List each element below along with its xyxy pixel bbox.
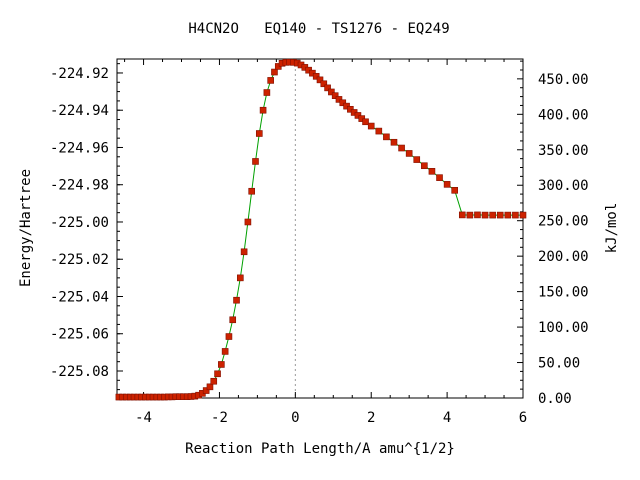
data-point xyxy=(451,187,459,194)
data-point xyxy=(210,377,218,385)
data-point xyxy=(335,96,343,103)
data-point xyxy=(339,99,347,107)
y-axis-right: 0.00 50.00 100.00 150.00 200.00 250.00 300.00 3… xyxy=(517,60,589,407)
y2-tick-label: 100.00 xyxy=(538,320,589,336)
data-point xyxy=(271,68,278,76)
data-point xyxy=(421,162,428,170)
y-tick-label: -225.04 xyxy=(50,289,109,305)
data-point xyxy=(375,127,383,135)
y-tick-label: -225.02 xyxy=(50,252,109,268)
data-point xyxy=(225,333,233,340)
data-point xyxy=(367,122,375,130)
data-point xyxy=(229,316,237,324)
x-tick-label: 2 xyxy=(367,410,375,426)
data-point xyxy=(436,174,443,181)
data-point xyxy=(458,211,466,219)
data-point xyxy=(248,187,256,195)
x-tick-label: 6 xyxy=(519,410,527,426)
data-points xyxy=(115,58,527,401)
y2-tick-label: 250.00 xyxy=(538,214,589,230)
data-point xyxy=(267,77,274,84)
data-point xyxy=(383,133,390,141)
data-point xyxy=(263,89,271,96)
y-axis-label: Energy/Hartree xyxy=(18,169,34,287)
data-point xyxy=(240,248,248,256)
y-tick-label: -224.94 xyxy=(50,103,109,119)
data-point xyxy=(331,92,339,99)
chart-title: H4CN2O EQ140 - TS1276 - EQ249 xyxy=(188,21,449,37)
y-tick-label: -224.96 xyxy=(50,140,109,156)
data-point xyxy=(324,84,331,92)
x-tick-label: 4 xyxy=(443,410,451,426)
y-axis-left: -224.92 -224.94 -224.96 -224.98 -225.00 -225.… xyxy=(50,63,123,391)
data-point xyxy=(489,211,496,219)
data-point xyxy=(443,181,451,188)
data-point xyxy=(221,348,229,355)
data-point xyxy=(398,144,405,152)
data-point xyxy=(255,130,263,137)
data-point xyxy=(496,211,504,219)
y2-tick-label: 0.00 xyxy=(538,391,572,407)
x-axis-label: Reaction Path Length/A amu^{1/2} xyxy=(185,441,455,457)
data-point xyxy=(214,370,221,378)
data-point xyxy=(362,118,369,126)
x-axis: -4 -2 0 2 4 6 xyxy=(124,59,527,426)
y-tick-label: -224.92 xyxy=(50,66,109,82)
data-point xyxy=(504,211,512,219)
plot-frame xyxy=(116,58,524,399)
data-point xyxy=(312,73,320,80)
y2-tick-label: 300.00 xyxy=(538,178,589,194)
data-point xyxy=(390,138,398,146)
data-point xyxy=(244,218,252,226)
y-tick-label: -225.08 xyxy=(50,364,109,380)
y2-tick-label: 450.00 xyxy=(538,72,589,88)
y-tick-label: -225.06 xyxy=(50,327,109,343)
data-point xyxy=(328,88,335,96)
x-tick-label: -2 xyxy=(211,410,228,426)
data-point xyxy=(466,211,474,219)
y2-tick-label: 400.00 xyxy=(538,107,589,123)
data-point xyxy=(259,106,267,114)
y2-tick-label: 350.00 xyxy=(538,143,589,159)
x-tick-label: -4 xyxy=(135,410,152,426)
data-point xyxy=(428,168,436,175)
data-point xyxy=(206,383,214,391)
data-point xyxy=(512,211,519,219)
data-point xyxy=(202,387,210,394)
data-point xyxy=(474,211,481,219)
y2-tick-label: 150.00 xyxy=(538,285,589,301)
data-point xyxy=(233,296,240,304)
y2-tick-label: 50.00 xyxy=(538,356,580,372)
x-tick-label: 0 xyxy=(291,410,299,426)
y2-axis-label: kJ/mol xyxy=(604,203,620,254)
data-point xyxy=(218,361,225,368)
data-point xyxy=(316,76,324,84)
data-point xyxy=(405,150,413,157)
data-point xyxy=(237,274,244,282)
data-point xyxy=(481,211,489,219)
y2-tick-label: 200.00 xyxy=(538,249,589,265)
y-tick-label: -225.00 xyxy=(50,215,109,231)
energy-curve xyxy=(118,61,523,398)
data-point xyxy=(252,158,259,165)
data-point xyxy=(413,156,421,163)
y-tick-label: -224.98 xyxy=(50,178,109,194)
data-point xyxy=(519,211,527,219)
data-point xyxy=(320,80,328,88)
